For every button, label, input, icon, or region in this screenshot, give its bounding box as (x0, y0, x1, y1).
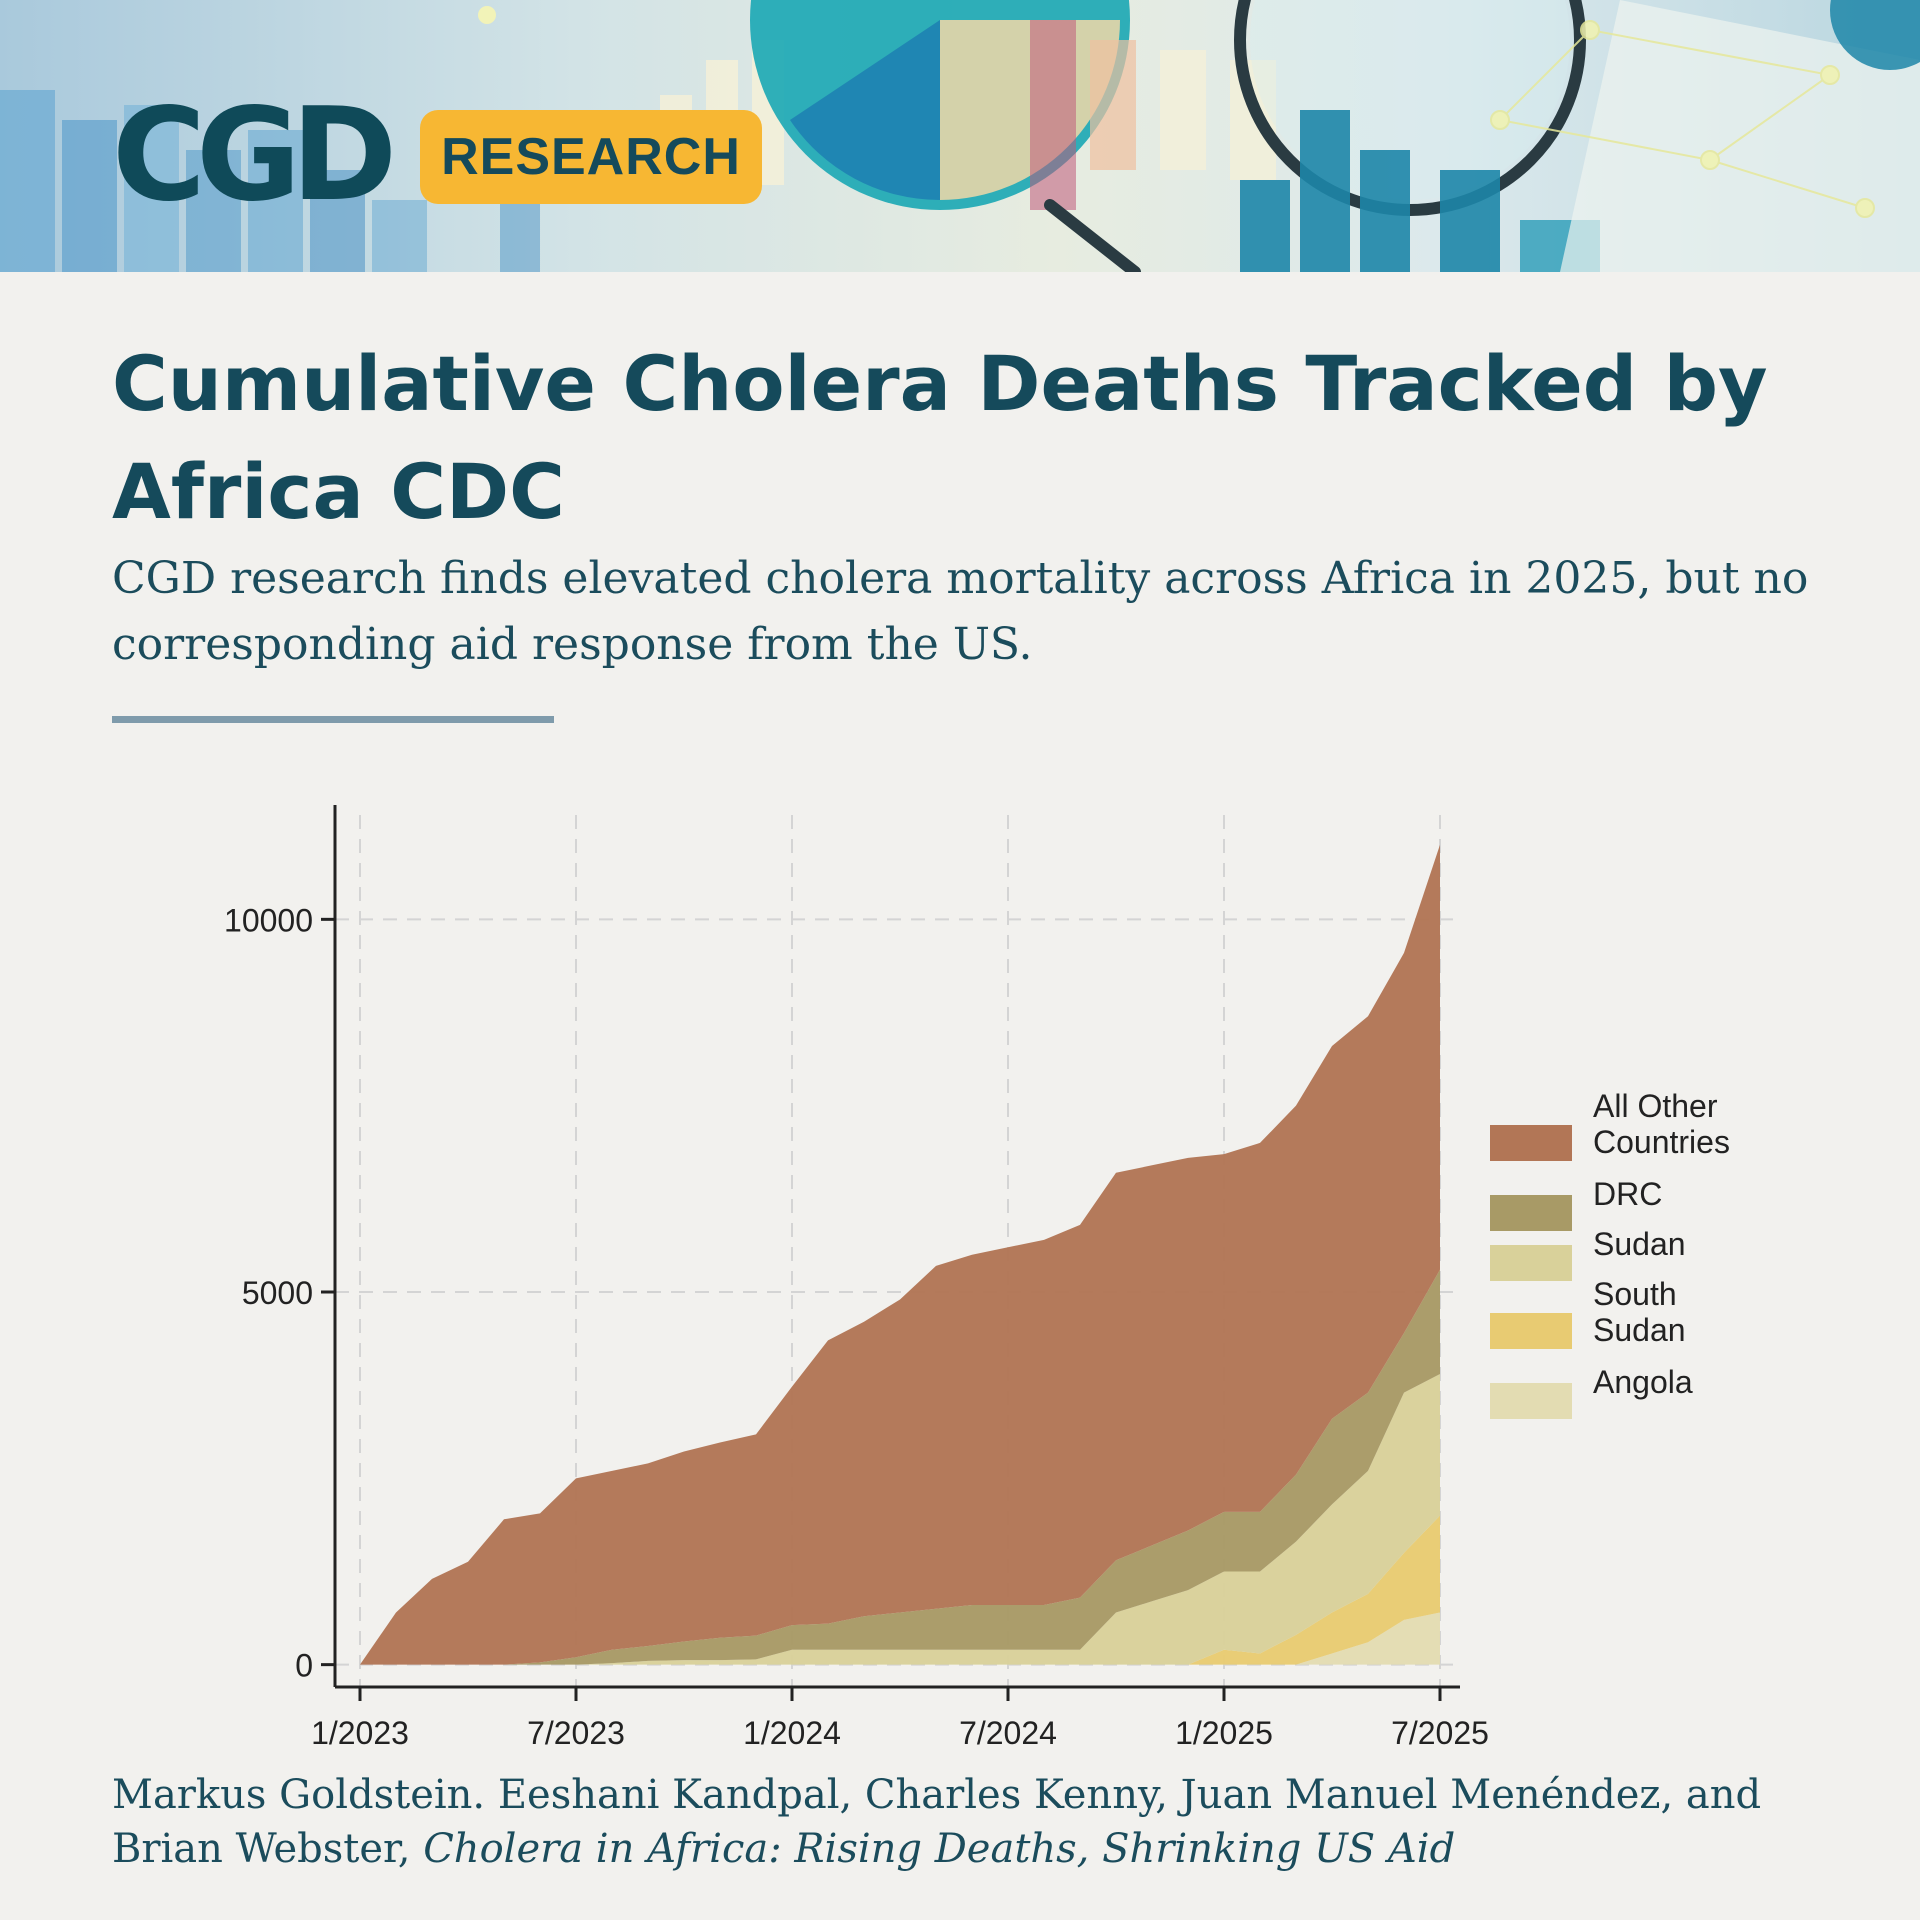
legend-swatch (1490, 1313, 1572, 1349)
citation: Markus Goldstein. Eeshani Kandpal, Charl… (112, 1768, 1872, 1876)
banner-artwork (0, 0, 1920, 272)
legend-label: South Sudan (1593, 1276, 1686, 1348)
x-tick-label: 7/2025 (1391, 1715, 1489, 1751)
research-badge: RESEARCH (420, 110, 762, 204)
legend-label: DRC (1593, 1176, 1662, 1212)
x-tick-label: 7/2023 (527, 1715, 625, 1751)
citation-work-title: Cholera in Africa: Rising Deaths, Shrink… (423, 1826, 1456, 1872)
x-tick-label: 1/2023 (311, 1715, 409, 1751)
legend-swatch (1490, 1125, 1572, 1161)
header-banner: CGD RESEARCH (0, 0, 1920, 272)
y-tick-label: 5000 (242, 1275, 313, 1311)
area-series (360, 844, 1440, 1665)
legend: All Other Countries DRC Sudan South Sudan Ango… (1490, 1088, 1730, 1419)
cgd-logo: CGD (112, 81, 397, 230)
x-tick-label: 7/2024 (959, 1715, 1057, 1751)
legend-label: Angola (1593, 1364, 1693, 1400)
title-divider (112, 716, 554, 723)
legend-swatch (1490, 1195, 1572, 1231)
axes: 0 5000 10000 1/2023 7/2023 1/2024 7/2024 1/2025… (224, 805, 1489, 1751)
area-south-sudan (360, 1515, 1440, 1665)
legend-swatch (1490, 1245, 1572, 1281)
area-angola (360, 1612, 1440, 1665)
y-tick-label: 10000 (224, 902, 313, 938)
page-title: Cumulative Cholera Deaths Tracked by Afr… (112, 339, 1768, 536)
citation-authors: Markus Goldstein. Eeshani Kandpal, Charl… (112, 1772, 1762, 1872)
legend-swatch (1490, 1383, 1572, 1419)
area-drc (360, 1269, 1440, 1665)
x-tick-label: 1/2025 (1175, 1715, 1273, 1751)
area-all-other-countries (360, 844, 1440, 1665)
legend-label: All Other Countries (1593, 1088, 1730, 1160)
page-subtitle: CGD research finds elevated cholera mort… (112, 553, 1809, 670)
legend-label: Sudan (1593, 1226, 1686, 1262)
cholera-deaths-chart: 0 5000 10000 1/2023 7/2023 1/2024 7/2024 1/2025… (224, 805, 1730, 1751)
y-tick-label: 0 (295, 1648, 313, 1684)
x-tick-label: 1/2024 (743, 1715, 841, 1751)
